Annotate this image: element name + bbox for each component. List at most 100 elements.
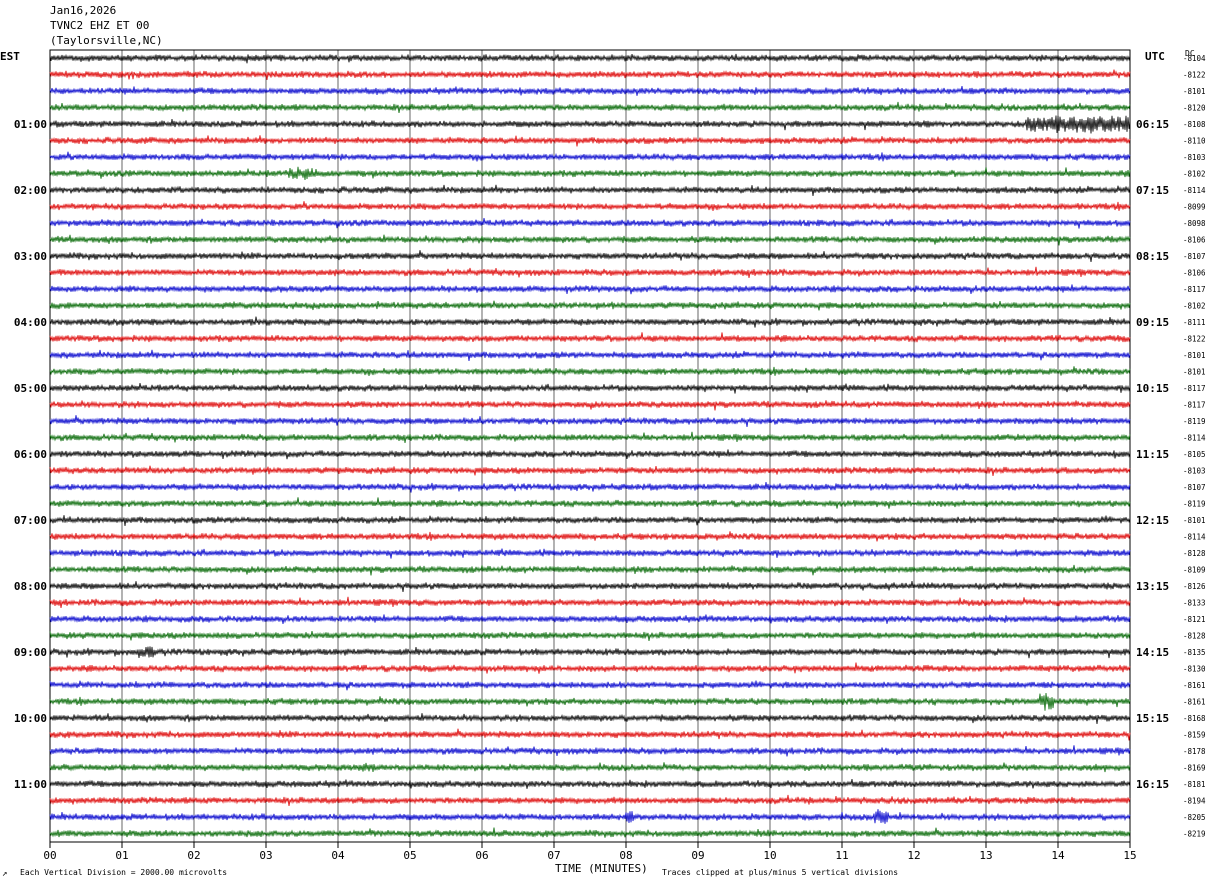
x-tick-label: 03 bbox=[259, 849, 272, 862]
station-location: (Taylorsville,NC) bbox=[50, 34, 163, 47]
trace-row-34 bbox=[49, 614, 1131, 624]
dc-offset-label: -8117 bbox=[1183, 285, 1206, 294]
dc-offset-label: -8099 bbox=[1183, 203, 1206, 212]
trace-row-30 bbox=[49, 548, 1131, 559]
dc-offset-label: -8169 bbox=[1183, 764, 1206, 773]
utc-axis-title: UTC bbox=[1145, 50, 1165, 63]
dc-offset-label: -8178 bbox=[1183, 747, 1206, 756]
trace-row-39 bbox=[49, 692, 1131, 711]
x-tick-label: 05 bbox=[403, 849, 416, 862]
dc-offset-label: -8181 bbox=[1183, 780, 1206, 789]
dc-offset-label: -8108 bbox=[1183, 120, 1206, 129]
trace-row-32 bbox=[49, 581, 1131, 593]
dc-offset-label: -8161 bbox=[1183, 698, 1206, 707]
dc-offset-label: -8205 bbox=[1183, 813, 1206, 822]
corner-mark: ↗ bbox=[2, 869, 8, 879]
est-hour-label: 08:00 bbox=[14, 580, 47, 593]
trace-row-18 bbox=[49, 349, 1131, 362]
trace-row-28 bbox=[49, 515, 1131, 527]
x-tick-label: 13 bbox=[979, 849, 992, 862]
trace-row-25 bbox=[49, 465, 1131, 477]
trace-row-43 bbox=[49, 762, 1131, 773]
dc-offset-label: -8107 bbox=[1183, 252, 1206, 261]
x-tick-label: 07 bbox=[547, 849, 560, 862]
x-tick-label: 01 bbox=[115, 849, 128, 862]
dc-offset-label: -8135 bbox=[1183, 648, 1206, 657]
trace-row-16 bbox=[49, 316, 1131, 328]
trace-row-8 bbox=[49, 184, 1131, 197]
trace-row-41 bbox=[49, 728, 1131, 741]
dc-offset-label: -8105 bbox=[1183, 450, 1206, 459]
dc-offset-label: -8128 bbox=[1183, 632, 1206, 641]
trace-row-42 bbox=[49, 745, 1131, 757]
dc-offset-label: -8119 bbox=[1183, 500, 1206, 509]
scale-note: Each Vertical Division = 2000.00 microvo… bbox=[20, 868, 228, 877]
x-tick-label: 12 bbox=[907, 849, 920, 862]
trace-row-11 bbox=[49, 234, 1131, 246]
x-tick-label: 08 bbox=[619, 849, 632, 862]
trace-row-27 bbox=[49, 497, 1131, 509]
dc-offset-label: -8130 bbox=[1183, 665, 1206, 674]
utc-hour-label: 16:15 bbox=[1136, 778, 1169, 791]
est-hour-label: 11:00 bbox=[14, 778, 47, 791]
trace-row-38 bbox=[49, 680, 1131, 691]
trace-row-13 bbox=[49, 266, 1131, 279]
est-hour-label: 07:00 bbox=[14, 514, 47, 527]
dc-offset-label: -8133 bbox=[1183, 599, 1206, 608]
dc-offset-label: -8161 bbox=[1183, 681, 1206, 690]
dc-offset-label: -8126 bbox=[1183, 582, 1206, 591]
x-tick-label: 04 bbox=[331, 849, 345, 862]
dc-offset-label: -8101 bbox=[1183, 351, 1206, 360]
dc-offset-label: -8119 bbox=[1183, 417, 1206, 426]
trace-row-17 bbox=[49, 332, 1131, 343]
trace-row-47 bbox=[49, 827, 1131, 838]
trace-row-9 bbox=[49, 201, 1131, 212]
trace-row-20 bbox=[49, 383, 1131, 394]
dc-offset-label: -8110 bbox=[1183, 137, 1206, 146]
trace-row-33 bbox=[49, 596, 1131, 609]
trace-row-3 bbox=[49, 101, 1131, 114]
utc-hour-label: 06:15 bbox=[1136, 118, 1169, 131]
x-tick-label: 10 bbox=[763, 849, 776, 862]
dc-offset-label: -8120 bbox=[1183, 104, 1206, 113]
est-hour-label: 01:00 bbox=[14, 118, 47, 131]
grid-layer bbox=[49, 49, 1131, 848]
dc-offset-label: -8102 bbox=[1183, 302, 1206, 311]
trace-row-2 bbox=[49, 86, 1131, 96]
trace-row-14 bbox=[49, 284, 1131, 295]
trace-row-7 bbox=[49, 166, 1131, 180]
trace-row-15 bbox=[49, 300, 1131, 311]
trace-row-46 bbox=[49, 809, 1131, 824]
trace-row-31 bbox=[49, 564, 1131, 576]
trace-row-0 bbox=[49, 53, 1131, 64]
utc-hour-label: 08:15 bbox=[1136, 250, 1169, 263]
trace-row-23 bbox=[49, 431, 1131, 444]
dc-offset-label: -8098 bbox=[1183, 219, 1206, 228]
trace-row-40 bbox=[49, 713, 1131, 725]
dc-offset-label: -8114 bbox=[1183, 186, 1206, 195]
trace-row-6 bbox=[49, 151, 1131, 162]
dc-offset-label: -8114 bbox=[1183, 533, 1206, 542]
dc-offset-label: -8117 bbox=[1183, 401, 1206, 410]
trace-row-29 bbox=[49, 531, 1131, 542]
dc-offset-label: -8122 bbox=[1183, 335, 1206, 344]
dc-offset-label: -8111 bbox=[1183, 318, 1206, 327]
dc-offset-label: -8219 bbox=[1183, 830, 1206, 839]
trace-row-35 bbox=[49, 631, 1131, 642]
dc-offset-label: -8101 bbox=[1183, 516, 1206, 525]
trace-row-5 bbox=[49, 135, 1131, 147]
est-hour-label: 04:00 bbox=[14, 316, 47, 329]
trace-row-1 bbox=[49, 69, 1131, 80]
dc-offset-label: -8109 bbox=[1183, 566, 1206, 575]
dc-offset-label: -8121 bbox=[1183, 615, 1206, 624]
utc-hour-label: 14:15 bbox=[1136, 646, 1169, 659]
est-hour-label: 05:00 bbox=[14, 382, 47, 395]
trace-row-19 bbox=[49, 366, 1131, 377]
trace-row-22 bbox=[49, 415, 1131, 428]
dc-offset-label: -8102 bbox=[1183, 170, 1206, 179]
x-tick-label: 06 bbox=[475, 849, 488, 862]
dc-offset-label: -8159 bbox=[1183, 731, 1206, 740]
dc-offset-label: -8103 bbox=[1183, 467, 1206, 476]
est-axis-title: EST bbox=[0, 50, 20, 63]
est-hour-label: 10:00 bbox=[14, 712, 47, 725]
